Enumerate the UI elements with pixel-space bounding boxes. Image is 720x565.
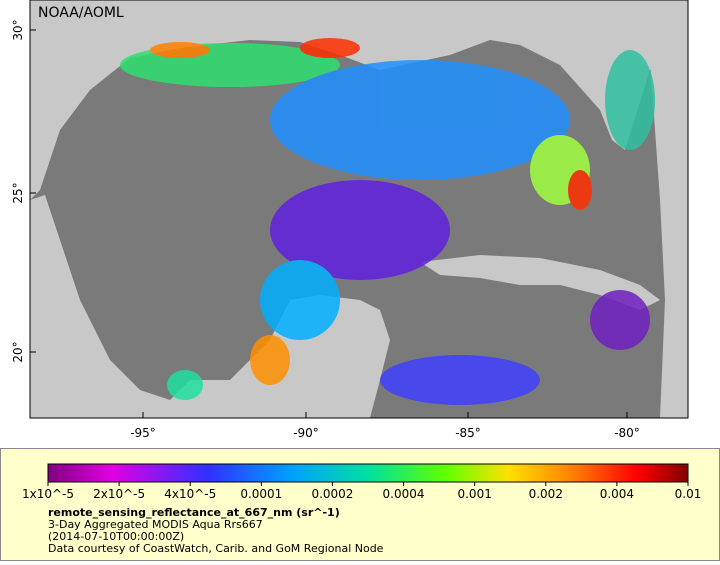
land-mexico bbox=[30, 195, 390, 418]
lat-tick-label: 20° bbox=[11, 341, 25, 362]
map-frame bbox=[29, 0, 689, 419]
map: NOAA/AOML bbox=[30, 0, 688, 418]
legend: 1x10^-5 2x10^-5 4x10^-5 0.0001 0.0002 0.0004 0… bbox=[22, 482, 701, 555]
colorbar-label: 0.0002 bbox=[311, 487, 353, 501]
reflectance-field bbox=[120, 38, 655, 405]
lon-tick-label: -95° bbox=[130, 426, 156, 440]
credit: NOAA/AOML bbox=[38, 5, 124, 21]
legend-line: 3-Day Aggregated MODIS Aqua Rrs667 bbox=[48, 518, 263, 531]
axis-ticks: 30° 25° 20° -95° -90° -85° -80° bbox=[11, 19, 640, 440]
colorbar-label: 0.002 bbox=[529, 487, 563, 501]
colorbar bbox=[47, 463, 689, 483]
land-east bbox=[650, 60, 688, 418]
colorbar-label: 0.01 bbox=[675, 487, 702, 501]
colorbar-label: 0.0004 bbox=[383, 487, 425, 501]
colorbar-label: 0.0001 bbox=[240, 487, 282, 501]
lon-tick-label: -90° bbox=[293, 426, 319, 440]
land-usa bbox=[30, 0, 688, 200]
legend-title: remote_sensing_reflectance_at_667_nm (sr… bbox=[48, 506, 340, 519]
colorbar-label: 0.001 bbox=[457, 487, 491, 501]
colorbar-label: 4x10^-5 bbox=[164, 487, 216, 501]
colorbar-label: 1x10^-5 bbox=[22, 487, 74, 501]
lat-tick-label: 25° bbox=[11, 182, 25, 203]
colorbar-label: 2x10^-5 bbox=[93, 487, 145, 501]
lat-tick-label: 30° bbox=[11, 19, 25, 40]
lon-tick-label: -80° bbox=[614, 426, 640, 440]
lon-tick-label: -85° bbox=[455, 426, 481, 440]
colorbar-label: 0.004 bbox=[600, 487, 634, 501]
land-cuba bbox=[420, 255, 660, 310]
legend-line: Data courtesy of CoastWatch, Carib. and … bbox=[48, 542, 384, 555]
legend-line: (2014-07-10T00:00:00Z) bbox=[48, 530, 184, 543]
